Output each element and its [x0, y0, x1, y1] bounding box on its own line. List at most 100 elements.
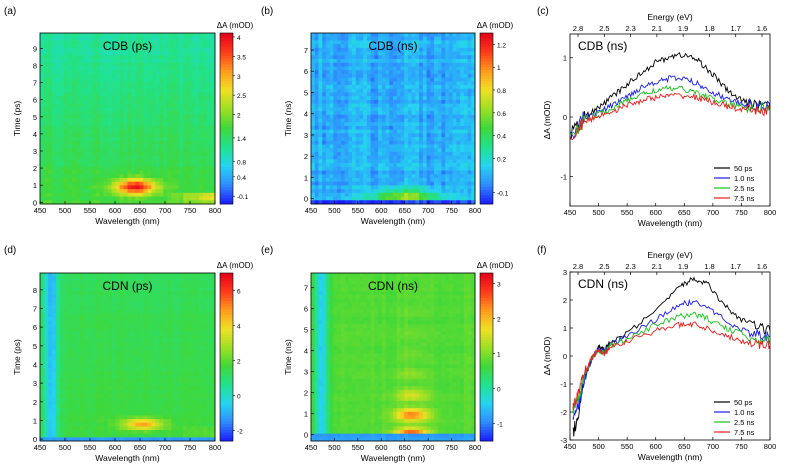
heatmap-cell	[415, 125, 420, 131]
heatmap-cell	[467, 148, 472, 153]
heatmap-cell	[115, 280, 120, 285]
heatmap-cell	[119, 151, 124, 157]
heatmap-cell	[422, 133, 427, 138]
heatmap-cell	[448, 148, 454, 153]
heatmap-cell	[99, 137, 105, 142]
heatmap-cell	[452, 96, 457, 101]
heatmap-cell	[91, 137, 97, 142]
heatmap-cell	[340, 125, 345, 131]
heatmap-cell	[131, 66, 136, 71]
heatmap-cell	[115, 81, 120, 86]
heatmap-cell	[135, 73, 140, 79]
heatmap-cell	[191, 70, 196, 75]
heatmap-cell	[143, 294, 148, 299]
heatmap-cell	[195, 192, 200, 197]
heatmap-cell	[143, 189, 148, 194]
heatmap-cell	[151, 185, 156, 190]
heatmap-cell	[171, 62, 176, 67]
heatmap-cell	[437, 107, 442, 112]
heatmap-cell	[352, 148, 357, 153]
heatmap-cell	[396, 62, 401, 67]
colorbar-segment	[480, 84, 493, 88]
heatmap-cell	[183, 155, 188, 160]
heatmap-cell	[123, 185, 128, 190]
heatmap-cells	[40, 33, 216, 205]
heatmap-cell	[311, 62, 316, 67]
heatmap-cell	[87, 163, 93, 168]
heatmap-cell	[159, 324, 164, 329]
heatmap-cell	[411, 174, 416, 179]
heatmap-cell	[63, 283, 69, 289]
heatmap-cell	[411, 70, 416, 75]
heatmap-cell	[131, 166, 136, 171]
heatmap-cell	[163, 55, 168, 60]
heatmap-cell	[159, 73, 164, 79]
heatmap-cell	[155, 283, 160, 289]
heatmap-cell	[147, 294, 152, 299]
heatmap-cell	[119, 276, 124, 281]
heatmap-cell	[411, 59, 416, 64]
heatmap-cell	[445, 66, 450, 71]
heatmap-cell	[71, 298, 77, 303]
energy-tick-label: 1.9	[678, 24, 688, 33]
heatmap-cell	[119, 189, 124, 194]
heatmap-cell	[337, 170, 342, 175]
heatmap-cell	[175, 73, 180, 79]
heatmap-cell	[337, 111, 342, 116]
heatmap-cell	[99, 316, 105, 321]
heatmap-cell	[95, 114, 101, 119]
heatmap-cell	[445, 200, 450, 205]
heatmap-cell	[415, 66, 420, 71]
heatmap-cell	[171, 298, 176, 303]
heatmap-cell	[63, 51, 69, 56]
heatmap-cell	[175, 122, 180, 127]
heatmap-cell	[448, 66, 454, 71]
heatmap-cell	[352, 118, 357, 123]
heatmap-cell	[393, 96, 398, 101]
heatmap-cell	[374, 159, 379, 164]
heatmap-cell	[143, 200, 148, 205]
heatmap-cell	[378, 151, 383, 157]
heatmap-cell	[155, 33, 160, 38]
heatmap-cell	[352, 33, 357, 38]
heatmap-cell	[40, 159, 45, 164]
heatmap-cell	[467, 51, 472, 56]
heatmap-cell	[159, 129, 164, 134]
heatmap-cell	[87, 177, 93, 183]
heatmap-cell	[59, 324, 65, 329]
heatmap-cell	[199, 92, 204, 97]
heatmap-cell	[445, 85, 450, 90]
heatmap-cell	[167, 140, 172, 145]
heatmap-cell	[460, 148, 465, 153]
heatmap-cell	[91, 47, 97, 52]
heatmap-cell	[171, 111, 176, 116]
colorbar-segment	[480, 58, 493, 62]
heatmap-cell	[374, 107, 379, 112]
heatmap-cell	[159, 280, 164, 285]
heatmap-cell	[441, 81, 446, 86]
heatmap-cell	[151, 305, 156, 310]
heatmap-cell	[127, 283, 132, 289]
heatmap-cell	[211, 129, 216, 134]
heatmap-cell	[448, 92, 454, 97]
heatmap-cell	[411, 151, 416, 157]
heatmap-cell	[179, 159, 184, 164]
heatmap-cell	[91, 114, 97, 119]
heatmap-cell	[333, 66, 338, 71]
heatmap-cell	[407, 36, 413, 41]
heatmap-cell	[43, 273, 49, 278]
colorbar-segment	[480, 118, 493, 122]
heatmap-cell	[131, 47, 136, 52]
heatmap-cell	[207, 313, 212, 318]
heatmap-cell	[43, 181, 49, 186]
colorbar-segment	[220, 124, 233, 128]
heatmap-cell	[385, 85, 390, 90]
heatmap-cell	[434, 170, 439, 175]
heatmap-cell	[95, 122, 101, 127]
heatmap-cell	[63, 287, 69, 292]
heatmap-cell	[471, 196, 476, 201]
heatmap-cell	[51, 177, 57, 183]
heatmap-cell	[352, 47, 357, 52]
heatmap-cell	[111, 309, 116, 314]
heatmap-cell	[135, 313, 140, 318]
